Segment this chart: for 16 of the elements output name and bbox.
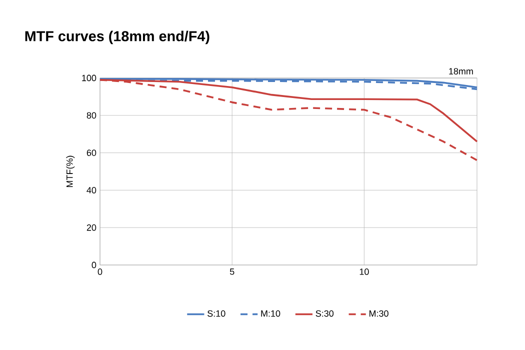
legend-label: S:30 xyxy=(316,310,334,317)
y-tick-label: 80 xyxy=(86,112,96,119)
x-tick-label: 10 xyxy=(360,268,369,275)
y-axis-title: MTF(%) xyxy=(66,156,75,187)
y-tick-label: 20 xyxy=(86,224,96,231)
text: 18mm xyxy=(449,68,473,74)
legend-label: S:10 xyxy=(208,310,226,317)
y-tick-label: 40 xyxy=(86,187,96,194)
y-tick-label: 60 xyxy=(86,150,96,156)
legend-label: M:30 xyxy=(369,310,388,317)
legend-label: M:10 xyxy=(261,310,280,317)
y-tick-label: 0 xyxy=(92,262,96,268)
y-tick-label: 100 xyxy=(82,74,96,82)
chart-title: MTF curves (18mm end/F4) xyxy=(25,30,210,44)
x-tick-label: 0 xyxy=(98,268,102,275)
x-tick-label: 5 xyxy=(230,268,234,275)
